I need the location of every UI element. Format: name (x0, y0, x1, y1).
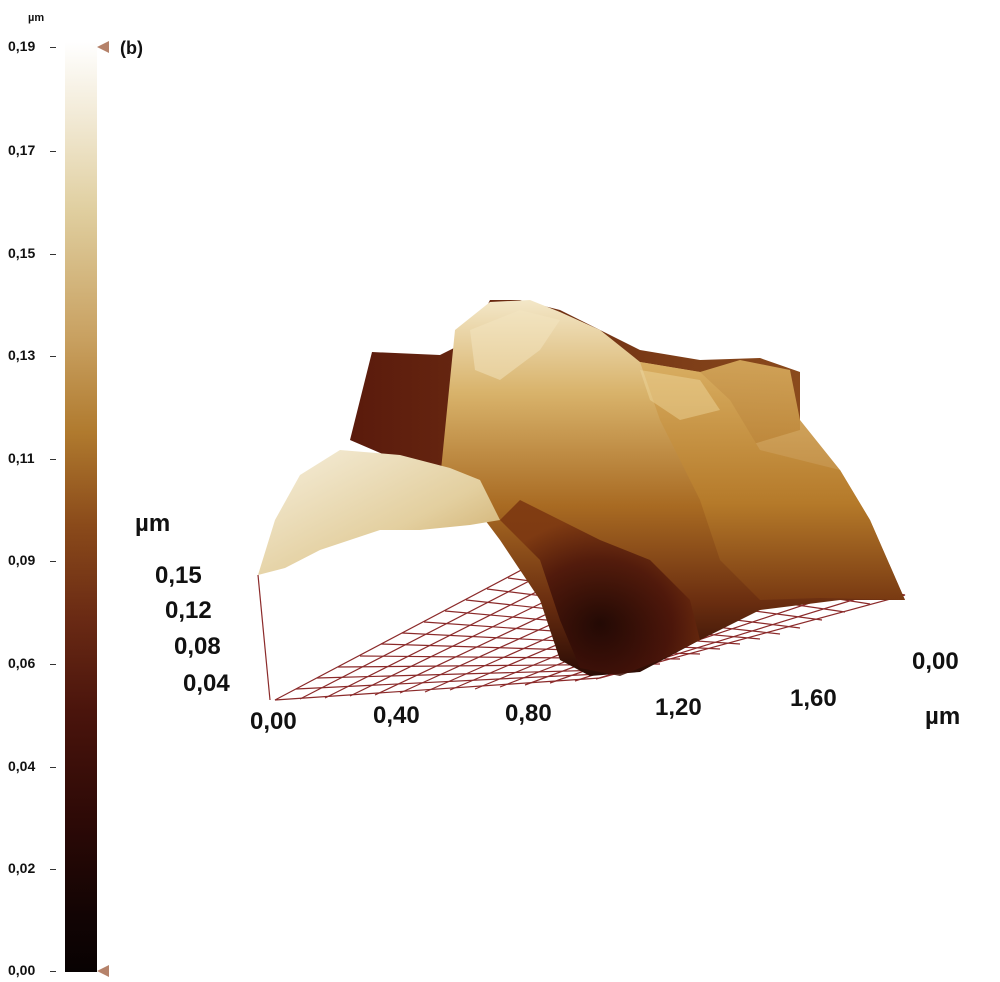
colorbar-unit-label: µm (28, 12, 45, 24)
colorbar-tick-mark (50, 459, 56, 460)
x-tick-label: 0,00 (250, 708, 297, 735)
colorbar-tick-label: 0,06 (8, 655, 36, 671)
panel-label: (b) (120, 38, 143, 58)
x-tick-label: 1,60 (790, 685, 837, 712)
colorbar-tick-mark (50, 151, 56, 152)
z-tick-label: 0,12 (165, 597, 212, 624)
x-tick-label: 0,80 (505, 700, 552, 727)
surface-highlight (640, 370, 720, 420)
colorbar-tick-label: 0,02 (8, 860, 36, 876)
z-tick-label: 0,04 (183, 670, 230, 697)
colorbar-tick-label: 0,09 (8, 552, 36, 568)
colorbar-min-marker[interactable] (97, 965, 109, 977)
colorbar-tick-label: 0,00 (8, 962, 36, 978)
surface-right-lobe (640, 360, 905, 600)
colorbar-tick-label: 0,11 (8, 450, 35, 466)
colorbar-tick-mark (50, 971, 56, 972)
z-axis-unit: µm (135, 510, 171, 537)
height-colorbar (65, 42, 97, 972)
colorbar-tick-label: 0,19 (8, 38, 36, 54)
surface-left-wing (258, 450, 500, 575)
colorbar-tick-mark (50, 869, 56, 870)
colorbar-tick-mark (50, 664, 56, 665)
colorbar-tick-label: 0,15 (8, 245, 36, 261)
colorbar-tick-mark (50, 767, 56, 768)
surface-highlight (470, 310, 560, 380)
z-tick-label: 0,08 (174, 633, 221, 660)
surface-valley (500, 500, 700, 676)
colorbar-tick-label: 0,17 (8, 142, 36, 158)
colorbar-tick-mark (50, 356, 56, 357)
colorbar-tick-label: 0,04 (8, 758, 36, 774)
x-tick-label: 1,20 (655, 694, 702, 721)
xy-axis-unit: µm (925, 703, 961, 730)
x-tick-label: 0,40 (373, 702, 420, 729)
colorbar-tick-mark (50, 254, 56, 255)
z-tick-label: 0,15 (155, 562, 202, 589)
colorbar-tick-label: 0,13 (8, 347, 36, 363)
colorbar-max-marker[interactable] (97, 41, 109, 53)
colorbar-tick-mark (50, 47, 56, 48)
y-tick-label: 0,00 (912, 648, 959, 675)
colorbar-tick-mark (50, 561, 56, 562)
